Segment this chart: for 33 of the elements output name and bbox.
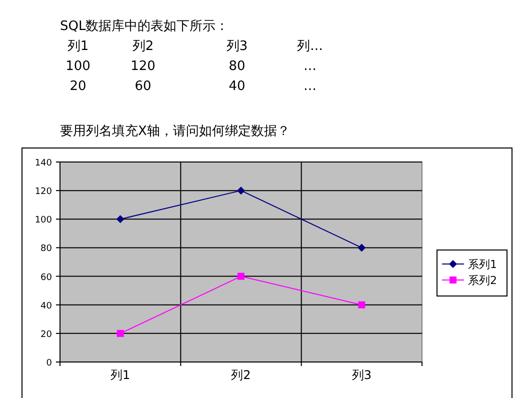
text: 120 (130, 59, 156, 74)
y-tick-label: 20 (40, 330, 52, 340)
point (237, 186, 245, 195)
text: … (304, 79, 316, 94)
y-tick-label: 0 (46, 358, 52, 368)
chart-title: SQL数据库中的表如下所示： (60, 19, 229, 34)
y-tick-label: 60 (40, 272, 52, 283)
y-tick-label: 100 (34, 216, 52, 226)
x-tick-label: 列3 (352, 368, 372, 382)
point (116, 215, 124, 224)
text: 80 (228, 59, 246, 74)
text: 列… (297, 39, 323, 54)
text: 列1 (67, 39, 89, 54)
text: … (304, 59, 316, 74)
text: 100 (66, 59, 90, 74)
point (358, 244, 366, 252)
y-tick-label: 120 (34, 187, 52, 198)
chart-subtitle: 要用列名填充X轴，请问如何绑定数据？ (60, 124, 290, 139)
text: 40 (228, 79, 246, 94)
text: 列2 (132, 39, 154, 54)
text: 20 (70, 79, 86, 94)
text: 60 (134, 79, 152, 94)
text: 列3 (226, 39, 248, 54)
x-tick-label: 列1 (110, 368, 130, 382)
legend-label: 系列2 (468, 274, 497, 287)
y-tick-label: 40 (40, 301, 52, 312)
y-tick-label: 140 (34, 158, 52, 168)
point (238, 272, 244, 280)
x-tick-label: 列2 (231, 368, 251, 382)
legend-label: 系列1 (468, 258, 497, 271)
y-tick-label: 80 (40, 244, 52, 254)
point (358, 301, 366, 308)
point (116, 330, 124, 337)
